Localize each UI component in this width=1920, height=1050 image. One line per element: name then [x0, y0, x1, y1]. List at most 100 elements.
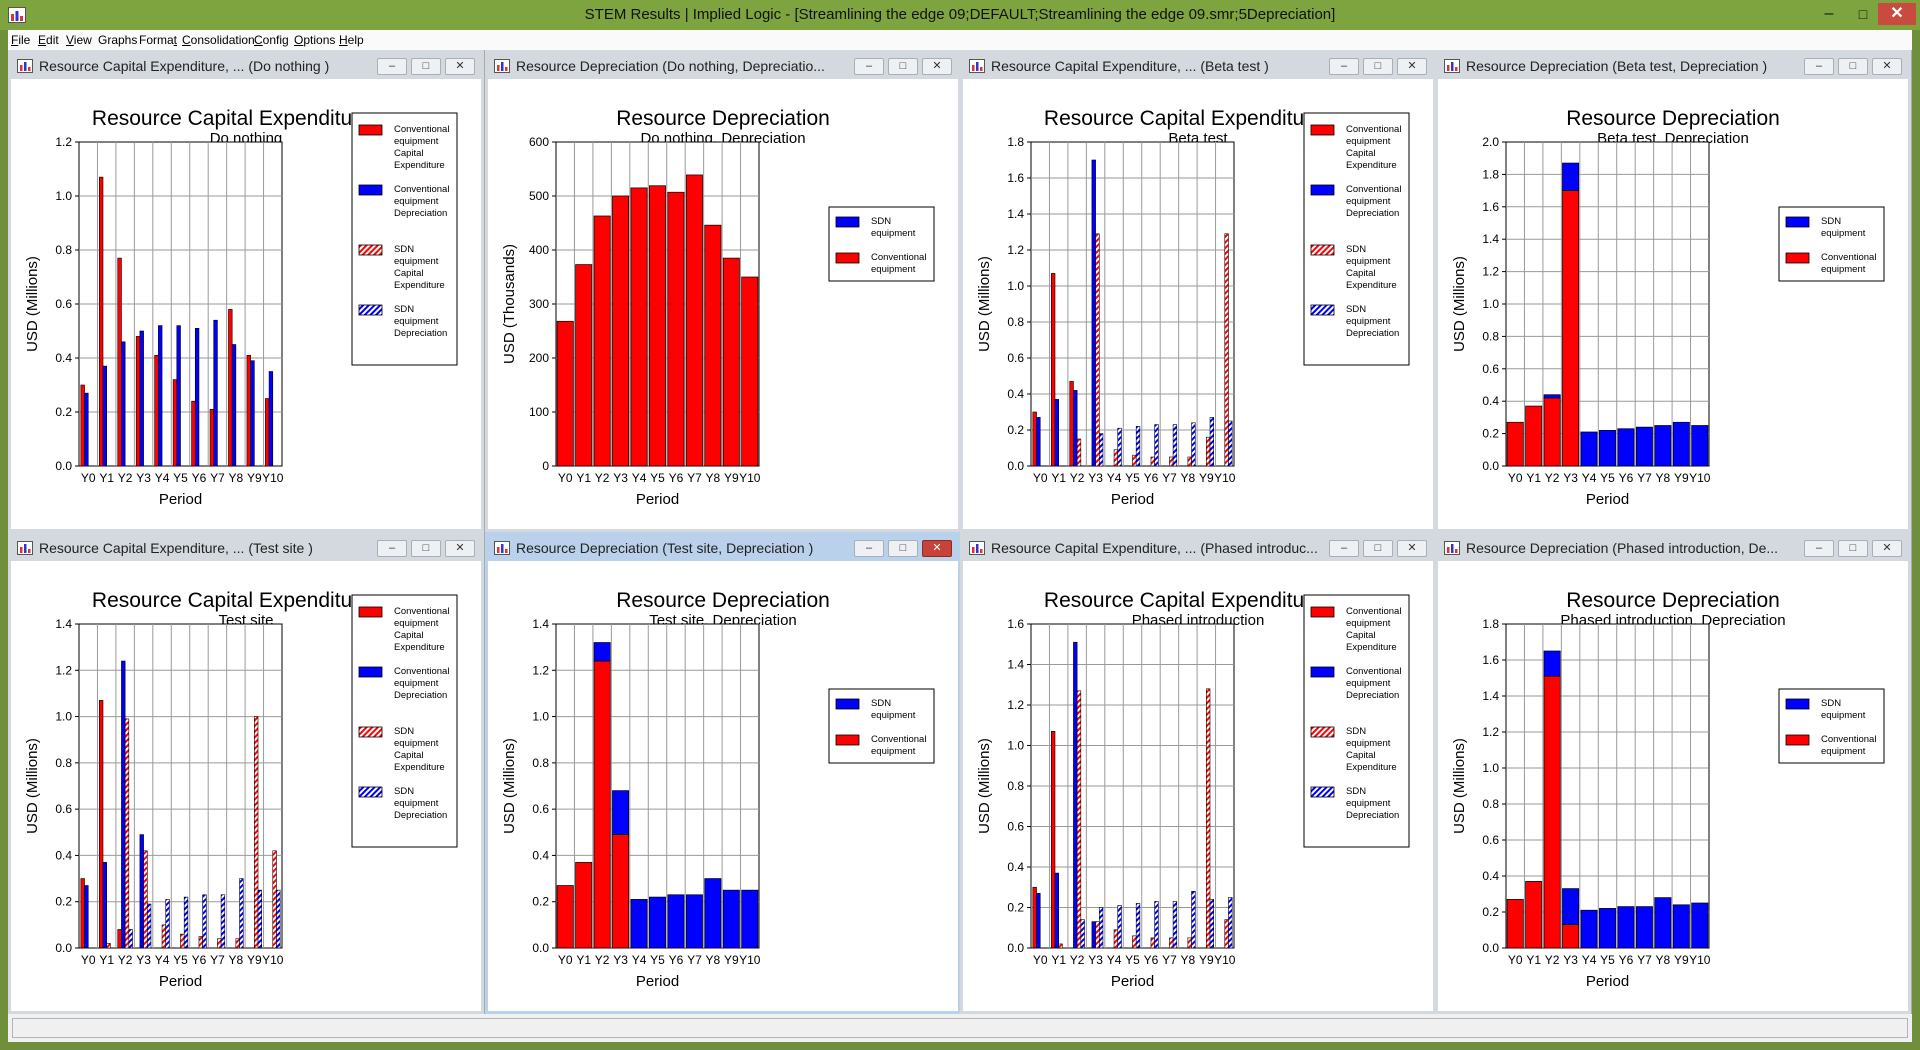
- close-button[interactable]: ✕: [1878, 3, 1916, 25]
- chart-window[interactable]: Resource Depreciation (Do nothing, Depre…: [485, 50, 961, 532]
- app-icon[interactable]: [8, 7, 26, 23]
- legend-swatch: [358, 666, 383, 678]
- chart-window-close-button[interactable]: ✕: [445, 58, 475, 75]
- bar-sdn-equipment-depreciation: [1135, 426, 1141, 467]
- x-tick-label: Y4: [632, 953, 647, 967]
- y-tick-label: 1.0: [1007, 739, 1024, 753]
- bar-conventional-equipment: [1543, 675, 1561, 949]
- legend-label: equipment: [394, 196, 439, 207]
- x-tick-label: Y5: [173, 471, 188, 485]
- chart-window-icon[interactable]: [1444, 59, 1460, 73]
- chart-window-minimize-button[interactable]: –: [1329, 58, 1359, 75]
- menu-edit[interactable]: Edit: [38, 33, 59, 47]
- legend-swatch: [1310, 666, 1335, 678]
- chart-window-icon[interactable]: [969, 541, 985, 555]
- y-tick-label: 1.0: [532, 710, 549, 724]
- chart-window-minimize-button[interactable]: –: [854, 540, 884, 557]
- chart-window-icon[interactable]: [17, 541, 33, 555]
- x-axis-label: Period: [1586, 491, 1629, 508]
- chart-window-icon[interactable]: [17, 59, 33, 73]
- bar-conventional-equipment: [556, 320, 574, 467]
- chart-window-close-button[interactable]: ✕: [445, 540, 475, 557]
- x-tick-label: Y2: [1545, 953, 1560, 967]
- y-tick-label: 100: [529, 405, 549, 419]
- chart-window-titlebar[interactable]: Resource Capital Expenditure, ... (Beta …: [963, 53, 1433, 79]
- chart-window-icon[interactable]: [1444, 541, 1460, 555]
- chart-window-maximize-button[interactable]: □: [411, 540, 441, 557]
- chart-window-close-button[interactable]: ✕: [922, 540, 952, 557]
- chart-window-minimize-button[interactable]: –: [377, 58, 407, 75]
- bar-sdn-equipment: [685, 894, 703, 949]
- bar-conventional-equipment: [1506, 421, 1524, 467]
- chart-window-minimize-button[interactable]: –: [1804, 58, 1834, 75]
- chart-window[interactable]: Resource Depreciation (Beta test, Deprec…: [1435, 50, 1911, 532]
- menu-consolidation[interactable]: Consolidation: [182, 33, 255, 47]
- bar-sdn-equipment-capital-expenditure: [1224, 233, 1229, 467]
- chart-window-maximize-button[interactable]: □: [411, 58, 441, 75]
- chart-window-titlebar[interactable]: Resource Capital Expenditure, ... (Do no…: [11, 53, 481, 79]
- legend-label: Conventional: [871, 734, 926, 745]
- chart-window-maximize-button[interactable]: □: [888, 58, 918, 75]
- x-axis-label: Period: [636, 973, 679, 990]
- chart-window-minimize-button[interactable]: –: [854, 58, 884, 75]
- chart-title: Resource Capital Expenditure, ...: [92, 589, 400, 612]
- menu-graphs[interactable]: Graphs: [98, 33, 138, 47]
- chart-window-maximize-button[interactable]: □: [1363, 58, 1393, 75]
- menu-help[interactable]: Help: [339, 33, 364, 47]
- menu-format[interactable]: Format: [139, 33, 178, 47]
- chart-window-titlebar[interactable]: Resource Depreciation (Phased introducti…: [1438, 535, 1908, 561]
- x-tick-label: Y10: [739, 471, 761, 485]
- chart-window[interactable]: Resource Capital Expenditure, ... (Do no…: [8, 50, 484, 532]
- legend-label: equipment: [871, 710, 916, 721]
- chart-window-close-button[interactable]: ✕: [1397, 58, 1427, 75]
- minimize-button[interactable]: –: [1824, 5, 1834, 22]
- x-tick-label: Y1: [1526, 953, 1541, 967]
- y-tick-label: 1.0: [1482, 761, 1499, 775]
- chart-window-maximize-button[interactable]: □: [1838, 58, 1868, 75]
- legend-label: equipment: [871, 746, 916, 757]
- chart-window-titlebar[interactable]: Resource Capital Expenditure, ... (Phase…: [963, 535, 1433, 561]
- legend-label: SDN: [1346, 786, 1366, 797]
- chart-window-icon[interactable]: [494, 541, 510, 555]
- y-axis-label: USD (Millions): [976, 738, 993, 834]
- x-tick-label: Y9: [247, 471, 262, 485]
- chart-window-close-button[interactable]: ✕: [922, 58, 952, 75]
- bar-sdn-equipment: [1672, 904, 1690, 949]
- chart-window-close-button[interactable]: ✕: [1872, 540, 1902, 557]
- legend: ConventionalequipmentCapitalExpenditureC…: [1303, 112, 1410, 366]
- chart-window[interactable]: Resource Depreciation (Test site, Deprec…: [485, 532, 961, 1014]
- menu-config[interactable]: Config: [254, 33, 289, 47]
- bar-conventional-equipment-depreciation: [1073, 390, 1078, 467]
- chart-window-minimize-button[interactable]: –: [377, 540, 407, 557]
- chart-window-maximize-button[interactable]: □: [888, 540, 918, 557]
- legend-swatch: [835, 216, 860, 228]
- maximize-button[interactable]: □: [1858, 6, 1868, 22]
- menu-view[interactable]: View: [66, 33, 92, 47]
- bar-sdn-equipment-depreciation: [1098, 433, 1104, 467]
- chart-window[interactable]: Resource Capital Expenditure, ... (Beta …: [960, 50, 1436, 532]
- x-axis-label: Period: [1111, 491, 1154, 508]
- chart-window-titlebar[interactable]: Resource Depreciation (Test site, Deprec…: [488, 535, 958, 561]
- x-tick-label: Y4: [1582, 953, 1597, 967]
- chart-window-close-button[interactable]: ✕: [1872, 58, 1902, 75]
- chart-window-maximize-button[interactable]: □: [1838, 540, 1868, 557]
- chart-window-icon[interactable]: [494, 59, 510, 73]
- chart-window-close-button[interactable]: ✕: [1397, 540, 1427, 557]
- chart-window-titlebar[interactable]: Resource Capital Expenditure, ... (Test …: [11, 535, 481, 561]
- menu-file[interactable]: File: [11, 33, 31, 47]
- chart-window[interactable]: Resource Capital Expenditure, ... (Test …: [8, 532, 484, 1014]
- chart-window-minimize-button[interactable]: –: [1804, 540, 1834, 557]
- chart-window[interactable]: Resource Capital Expenditure, ... (Phase…: [960, 532, 1436, 1014]
- window-titlebar[interactable]: STEM Results | Implied Logic - [Streamli…: [0, 0, 1920, 30]
- chart-window-icon[interactable]: [969, 59, 985, 73]
- y-tick-label: 1.8: [1007, 135, 1024, 149]
- chart-window[interactable]: Resource Depreciation (Phased introducti…: [1435, 532, 1911, 1014]
- chart-window-minimize-button[interactable]: –: [1329, 540, 1359, 557]
- chart-window-maximize-button[interactable]: □: [1363, 540, 1393, 557]
- chart-window-titlebar[interactable]: Resource Depreciation (Beta test, Deprec…: [1438, 53, 1908, 79]
- chart-window-titlebar[interactable]: Resource Depreciation (Do nothing, Depre…: [488, 53, 958, 79]
- legend-label: Capital: [1346, 148, 1376, 159]
- bar-sdn-equipment-depreciation: [1228, 420, 1233, 467]
- bar-conventional-equipment-depreciation: [158, 325, 163, 467]
- menu-options[interactable]: Options: [294, 33, 336, 47]
